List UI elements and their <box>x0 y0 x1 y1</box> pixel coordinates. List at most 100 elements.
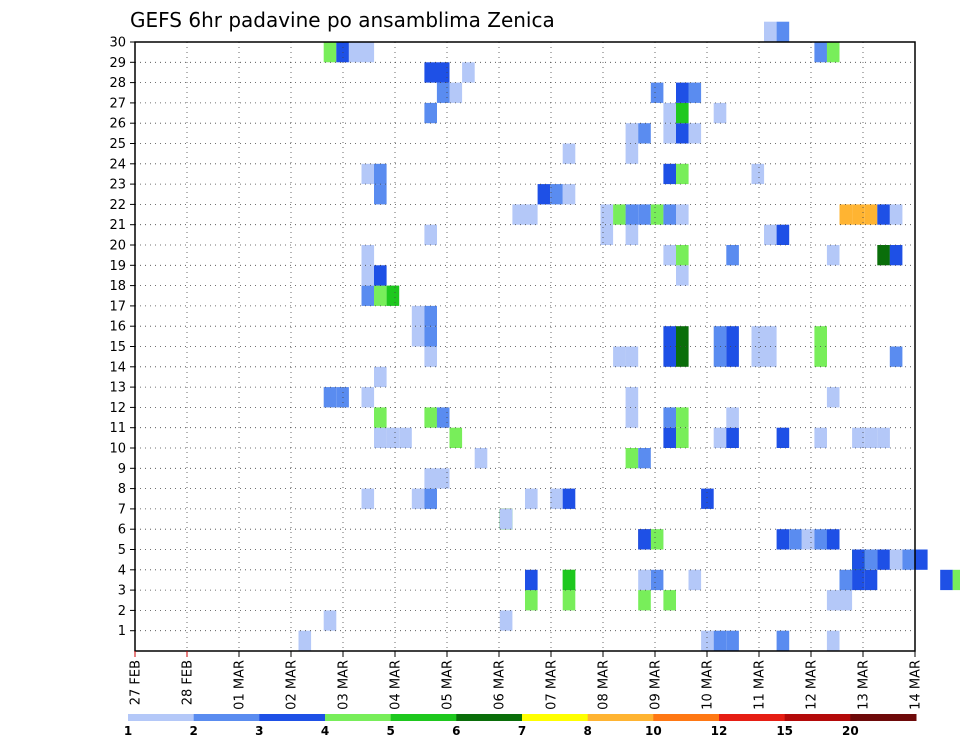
y-tick-label: 13 <box>109 381 126 396</box>
data-cell <box>499 508 513 530</box>
legend-swatch <box>587 714 654 721</box>
x-tick-label: 27 FEB <box>129 660 144 705</box>
data-cell <box>726 407 739 428</box>
y-tick-label: 24 <box>109 157 126 172</box>
data-cell <box>374 163 387 185</box>
data-cell <box>877 245 890 266</box>
legend-label: 10 <box>645 724 662 738</box>
y-tick-label: 3 <box>118 584 126 599</box>
data-cell <box>663 102 676 124</box>
data-cell <box>764 224 777 245</box>
data-cell <box>562 590 576 611</box>
data-cell <box>889 245 903 266</box>
x-tick-label: 14 MAR <box>909 660 924 710</box>
data-cell <box>726 326 739 347</box>
data-cell <box>374 366 387 388</box>
data-cell <box>852 204 865 225</box>
data-cell <box>701 488 714 509</box>
data-cell <box>638 590 651 611</box>
data-cell <box>562 184 576 205</box>
data-cell <box>826 387 840 408</box>
x-tick-label: 28 FEB <box>181 660 196 705</box>
data-cell <box>940 569 953 591</box>
y-tick-label: 19 <box>109 259 126 274</box>
data-cell <box>600 204 614 225</box>
data-cell <box>839 569 853 591</box>
y-tick-label: 22 <box>109 198 126 213</box>
y-tick-label: 21 <box>109 218 126 233</box>
legend-label: 20 <box>842 724 859 738</box>
y-axis: 1234567891011121314151617181920212223242… <box>109 36 135 639</box>
data-cell <box>764 326 777 347</box>
legend-label: 2 <box>189 724 197 738</box>
data-cell <box>525 204 538 225</box>
x-tick-label: 06 MAR <box>493 660 508 710</box>
y-tick-label: 6 <box>118 523 126 538</box>
data-cell <box>864 569 878 591</box>
legend-label: 12 <box>711 724 728 738</box>
data-cell <box>638 529 651 550</box>
y-tick-label: 15 <box>109 340 126 355</box>
data-cell <box>889 204 903 225</box>
data-cell <box>323 42 337 63</box>
data-cell <box>764 346 777 367</box>
data-cell <box>436 407 450 428</box>
legend-label: 7 <box>518 724 526 738</box>
data-cell <box>889 549 903 570</box>
x-tick-label: 08 MAR <box>597 660 612 710</box>
data-cell <box>663 123 676 144</box>
data-cell <box>625 143 639 164</box>
data-cell <box>298 630 312 651</box>
legend-swatch <box>784 714 851 721</box>
y-tick-label: 11 <box>109 421 126 436</box>
legend-swatch <box>128 714 195 721</box>
data-cell <box>701 630 714 651</box>
y-tick-label: 30 <box>109 36 126 51</box>
data-cell <box>361 488 375 509</box>
data-cell <box>676 346 689 367</box>
data-cell <box>374 285 387 306</box>
y-tick-label: 27 <box>109 96 126 111</box>
data-cell <box>562 143 576 164</box>
data-cell <box>663 346 676 367</box>
data-cell <box>525 488 538 509</box>
data-cell <box>361 245 375 266</box>
data-cell <box>424 326 437 347</box>
y-tick-label: 18 <box>109 279 126 294</box>
data-cell <box>726 346 739 367</box>
data-cell <box>676 407 689 428</box>
data-cell <box>864 427 878 448</box>
y-tick-label: 10 <box>109 442 126 457</box>
data-cell <box>688 123 702 144</box>
data-cell <box>424 305 437 327</box>
legend-swatch <box>390 714 457 721</box>
data-cell <box>650 204 664 225</box>
data-cell <box>852 569 865 591</box>
data-cell <box>713 630 727 651</box>
data-cell <box>562 569 576 591</box>
data-cell <box>550 488 563 509</box>
data-cell <box>751 163 765 185</box>
x-tick-label: 04 MAR <box>389 660 404 710</box>
y-tick-label: 25 <box>109 137 126 152</box>
x-tick-label: 11 MAR <box>753 660 768 710</box>
y-tick-label: 12 <box>109 401 126 416</box>
data-cell <box>374 427 387 448</box>
data-cell <box>638 448 651 469</box>
data-cell <box>638 204 651 225</box>
data-cell <box>789 529 802 550</box>
data-cell <box>424 346 437 367</box>
data-cell <box>663 590 676 611</box>
legend-swatch <box>653 714 720 721</box>
data-cell <box>776 21 790 42</box>
y-tick-label: 9 <box>118 462 126 477</box>
legend-label: 3 <box>255 724 263 738</box>
y-tick-label: 5 <box>118 543 126 558</box>
data-cell <box>776 630 790 651</box>
data-cell <box>915 549 928 570</box>
data-cell <box>399 427 412 448</box>
y-tick-label: 4 <box>118 563 126 578</box>
data-cell <box>537 184 551 205</box>
data-cell <box>864 204 878 225</box>
legend-swatch <box>259 714 326 721</box>
